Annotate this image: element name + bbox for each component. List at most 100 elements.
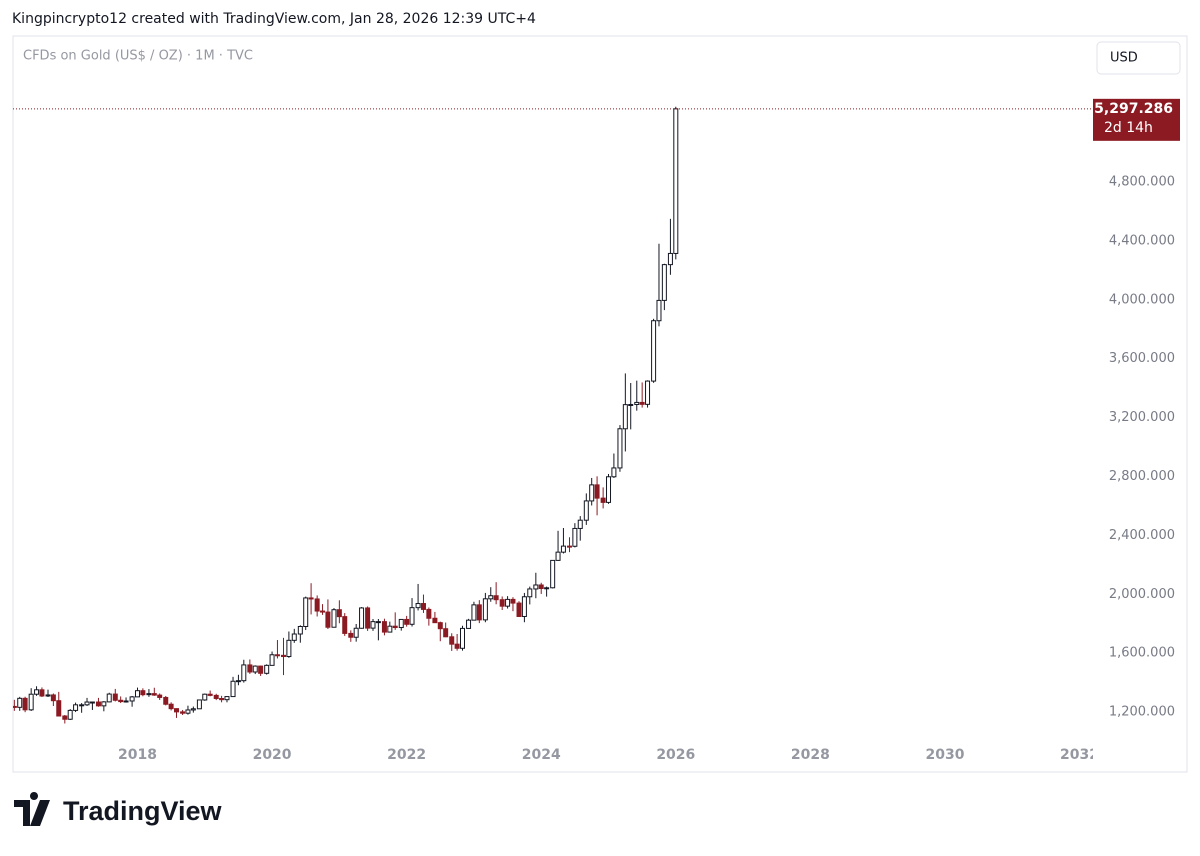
candle-body xyxy=(281,654,287,658)
candle-body xyxy=(437,622,443,630)
candle-body xyxy=(336,609,342,618)
candle-body xyxy=(505,598,511,607)
candle-body xyxy=(291,633,297,641)
y-tick-label: 1,600.000 xyxy=(1109,646,1175,661)
candle-body xyxy=(62,715,68,720)
candle-body xyxy=(611,467,617,478)
x-tick-label: 2018 xyxy=(118,747,157,763)
currency-button[interactable] xyxy=(1096,41,1181,75)
candle-body xyxy=(392,625,398,629)
candle-body xyxy=(213,694,219,699)
candle-body xyxy=(673,108,679,254)
x-tick-label: 2022 xyxy=(387,747,426,763)
x-tick-label: 2020 xyxy=(253,747,292,763)
currency-label[interactable]: USD xyxy=(1110,51,1138,66)
candle-body xyxy=(493,595,499,601)
candle-body xyxy=(325,611,331,628)
candle-body xyxy=(589,484,595,502)
candle-body xyxy=(510,598,516,604)
candle-body xyxy=(661,264,667,301)
candle-body xyxy=(13,705,17,708)
candle-body xyxy=(84,701,90,706)
candle-body xyxy=(639,401,645,405)
candle-body xyxy=(353,627,359,638)
candle-body xyxy=(196,699,202,710)
candle-body xyxy=(118,699,124,703)
y-tick-label: 3,600.000 xyxy=(1109,351,1175,366)
y-tick-label: 2,000.000 xyxy=(1109,587,1175,602)
candle-body xyxy=(157,694,163,698)
logo: TradingView xyxy=(14,791,223,826)
candle-body xyxy=(656,299,662,322)
candle-body xyxy=(476,604,482,621)
candle-body xyxy=(667,252,673,266)
candle-body xyxy=(230,680,236,698)
y-tick-label: 3,200.000 xyxy=(1109,410,1175,425)
candle-body xyxy=(342,616,348,634)
candle-body xyxy=(320,610,326,613)
candle-body xyxy=(482,598,488,621)
candle-body xyxy=(370,621,376,629)
candle-body xyxy=(466,619,472,629)
last-price-label: 5,297.286 xyxy=(1094,101,1173,117)
candle-body xyxy=(39,689,45,697)
y-tick-label: 4,400.000 xyxy=(1109,233,1175,248)
candle-body xyxy=(28,693,34,711)
x-tick-label: 2028 xyxy=(791,747,830,763)
x-tick-label: 2030 xyxy=(925,747,964,763)
candle-body xyxy=(303,597,309,627)
candle-body xyxy=(308,597,314,600)
candle-body xyxy=(488,595,494,600)
candle-body xyxy=(247,664,253,673)
candle-body xyxy=(577,519,583,529)
candle-body xyxy=(22,697,28,711)
candle-body xyxy=(185,709,191,714)
candle-body xyxy=(190,708,196,711)
candle-body xyxy=(594,484,600,499)
candle-body xyxy=(56,700,62,717)
candle-body xyxy=(521,596,527,617)
candle-body xyxy=(224,696,230,701)
candle-body xyxy=(409,607,415,625)
candle-body xyxy=(600,497,606,503)
candle-body xyxy=(314,598,320,612)
candle-body xyxy=(365,607,371,629)
candle-body xyxy=(123,700,129,703)
candle-body xyxy=(146,693,152,696)
candle-body xyxy=(252,665,258,673)
candle-body xyxy=(174,708,180,713)
candle-body xyxy=(180,711,186,714)
candle-body xyxy=(140,690,146,696)
candle-body xyxy=(527,588,533,598)
axes: 1,200.000 1,600.000 2,000.000 2,400.000 2,80… xyxy=(118,98,1180,763)
candle-body xyxy=(566,545,572,548)
candle-body xyxy=(651,320,657,382)
candle-body xyxy=(499,599,505,607)
x-tick-label: 2032 xyxy=(1060,747,1099,763)
candle-body xyxy=(560,545,566,553)
x-axis-labels: 2018 2020 2022 2024 2026 2028 2030 2032 xyxy=(118,747,1099,763)
x-tick-label: 2026 xyxy=(656,747,695,763)
chart-pane xyxy=(12,35,1188,773)
candle-body xyxy=(420,603,426,610)
candle-body xyxy=(555,551,561,561)
candle-body xyxy=(101,701,107,707)
y-tick-label: 4,000.000 xyxy=(1109,292,1175,307)
candle-body xyxy=(617,428,623,469)
candle-body xyxy=(112,693,118,701)
logo-mark xyxy=(14,791,50,826)
candle-body xyxy=(258,665,264,674)
candle-body xyxy=(286,639,292,658)
candle-body xyxy=(207,693,213,696)
candle-body xyxy=(387,625,393,633)
candle-body xyxy=(134,690,140,698)
candle-body xyxy=(634,401,640,405)
candle-body xyxy=(129,696,135,702)
countdown-label: 2d 14h xyxy=(1104,120,1153,136)
candle-body xyxy=(45,694,51,697)
candle-body xyxy=(454,643,460,649)
candle-body xyxy=(235,680,241,683)
candle-body xyxy=(269,654,275,666)
